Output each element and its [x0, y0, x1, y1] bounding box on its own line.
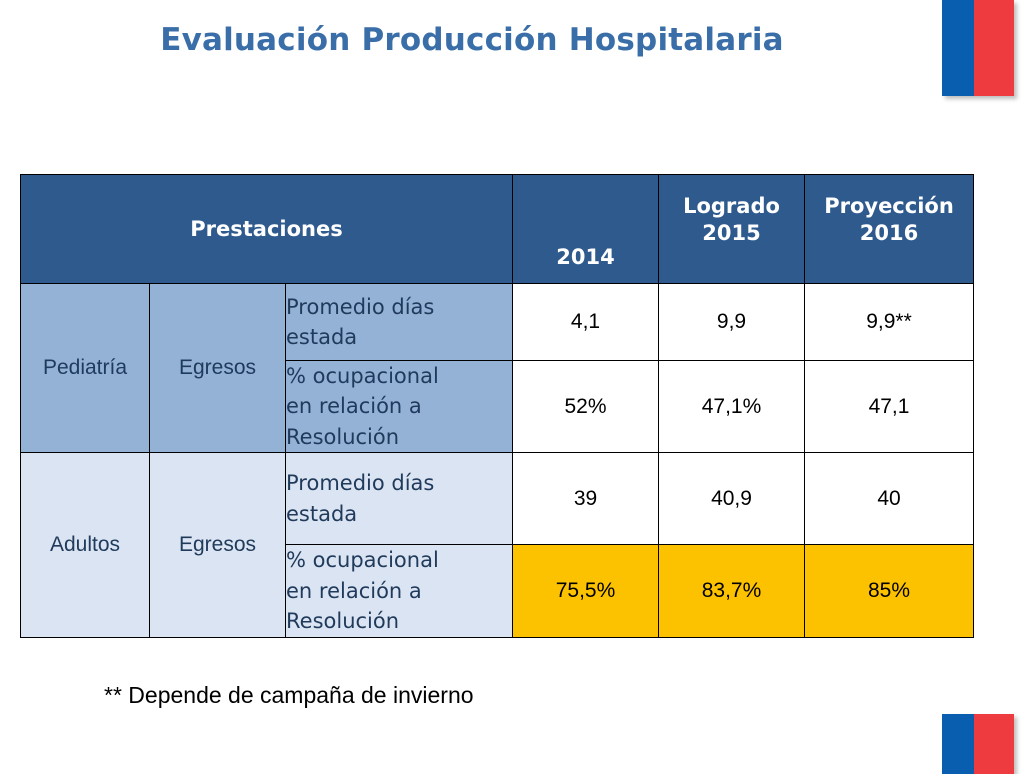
header-2014: 2014 — [512, 174, 659, 284]
cell-2014-highlighted: 75,5% — [512, 544, 659, 638]
flag-decoration-bottom — [942, 714, 1014, 774]
cell-2016: 47,1 — [804, 359, 974, 454]
category-pediatria: Pediatría — [20, 282, 150, 454]
desc-line: Promedio días — [286, 294, 435, 319]
desc-line: Resolución — [286, 609, 400, 634]
cell-2015: 9,9 — [658, 283, 805, 361]
cell-2014: 4,1 — [512, 283, 659, 361]
table-row: Pediatría Egresos Promedio días estada 4… — [20, 282, 974, 454]
page-title: Evaluación Producción Hospitalaria — [160, 22, 784, 58]
header-2016-label: 2016 — [859, 221, 919, 246]
header-logrado-label: Logrado — [683, 194, 780, 218]
row-description: Promedio días estada — [285, 283, 513, 361]
desc-line: en relación a — [286, 394, 422, 419]
table-header-row: Prestaciones 2014 Logrado 2015 Proyecció… — [20, 174, 974, 284]
subcategory-egresos: Egresos — [149, 452, 286, 638]
flag-blue-stripe — [942, 714, 974, 774]
cell-2016: 40 — [804, 452, 974, 546]
header-prestaciones: Prestaciones — [20, 174, 513, 284]
header-proyeccion-label: Proyección — [824, 194, 954, 218]
desc-line: estada — [286, 501, 358, 526]
header-2015-label: 2015 — [702, 221, 761, 246]
footnote: ** Depende de campaña de invierno — [104, 682, 474, 708]
desc-line: % ocupacional — [286, 548, 439, 573]
desc-line: % ocupacional — [286, 364, 439, 388]
row-description: Promedio días estada — [285, 452, 513, 546]
cell-2015-highlighted: 83,7% — [658, 544, 805, 638]
cell-2016-highlighted: 85% — [804, 544, 974, 638]
category-adultos: Adultos — [20, 452, 150, 638]
flag-red-stripe — [974, 714, 1014, 774]
table-row: % ocupacional en relación a Resolución 5… — [21, 359, 974, 454]
cell-2015: 47,1% — [658, 359, 805, 454]
cell-2014: 39 — [512, 452, 659, 546]
cell-2014: 52% — [512, 359, 659, 454]
flag-red-stripe — [974, 0, 1014, 96]
desc-line: Promedio días — [286, 471, 435, 496]
header-proyeccion-2016: Proyección 2016 — [804, 174, 974, 284]
header-logrado-2015: Logrado 2015 — [658, 174, 805, 284]
desc-line: Resolución — [286, 424, 400, 449]
row-description: % ocupacional en relación a Resolución — [285, 359, 513, 454]
flag-blue-stripe — [942, 0, 974, 96]
table-row: % ocupacional en relación a Resolución 7… — [21, 544, 974, 638]
cell-2016: 9,9** — [804, 283, 974, 361]
table-row: Adultos Egresos Promedio días estada 39 … — [20, 452, 974, 638]
flag-decoration-top — [942, 0, 1014, 96]
desc-line: estada — [286, 325, 358, 349]
cell-2015: 40,9 — [658, 452, 805, 546]
subcategory-egresos: Egresos — [149, 282, 286, 454]
production-table: Prestaciones 2014 Logrado 2015 Proyecció… — [20, 174, 974, 638]
desc-line: en relación a — [286, 578, 422, 603]
row-description: % ocupacional en relación a Resolución — [285, 544, 513, 638]
